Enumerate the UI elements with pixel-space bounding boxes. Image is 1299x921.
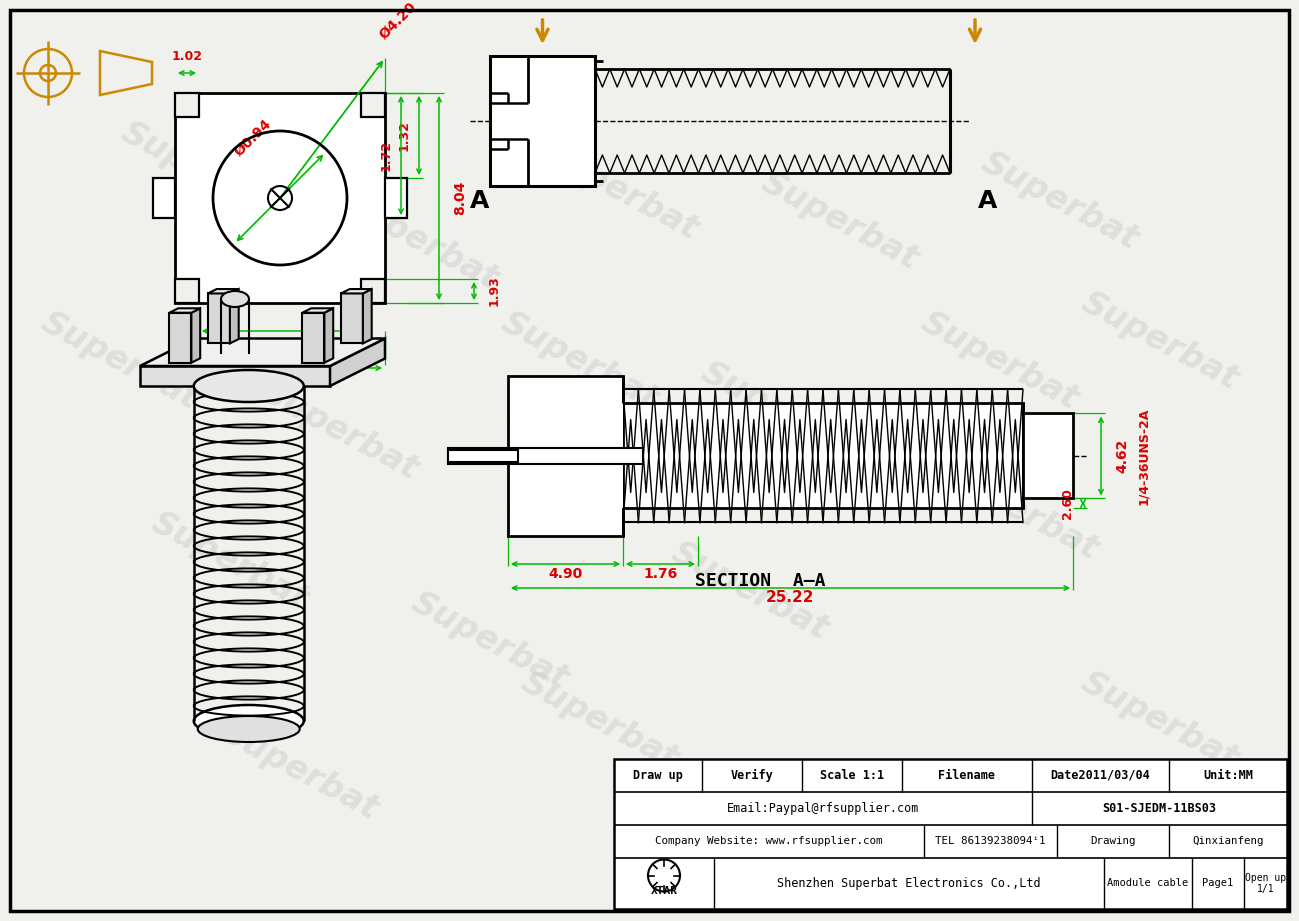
Text: 4.62: 4.62 <box>1115 438 1129 473</box>
Polygon shape <box>169 313 191 363</box>
Bar <box>175 93 199 117</box>
Text: 1.76: 1.76 <box>643 567 678 581</box>
Text: 1.93: 1.93 <box>488 275 501 307</box>
Text: 1.32: 1.32 <box>397 120 410 151</box>
Bar <box>361 93 385 117</box>
Text: Verify: Verify <box>730 769 773 782</box>
Text: Superbat: Superbat <box>145 506 314 616</box>
Bar <box>1024 414 1073 498</box>
Polygon shape <box>303 313 325 363</box>
Text: Filename: Filename <box>938 769 995 782</box>
Text: Superbat: Superbat <box>116 116 284 227</box>
Text: Superbat: Superbat <box>36 306 204 416</box>
Text: S01-SJEDM-11BS03: S01-SJEDM-11BS03 <box>1103 802 1216 815</box>
Bar <box>175 279 199 303</box>
Text: Scale 1:1: Scale 1:1 <box>820 769 885 782</box>
Polygon shape <box>340 289 372 294</box>
Text: Superbat: Superbat <box>216 716 385 826</box>
Polygon shape <box>303 309 334 313</box>
Text: Superbat: Superbat <box>756 166 924 276</box>
Text: 1.02: 1.02 <box>171 50 203 63</box>
Bar <box>448 448 643 464</box>
Polygon shape <box>140 366 330 386</box>
Text: 1.02: 1.02 <box>171 345 203 358</box>
Text: 2.60: 2.60 <box>1061 488 1074 519</box>
Text: XTAR: XTAR <box>651 887 678 896</box>
Ellipse shape <box>194 705 304 737</box>
Text: Qinxianfeng: Qinxianfeng <box>1192 836 1264 846</box>
Text: A: A <box>470 189 490 213</box>
Text: Superbat: Superbat <box>256 376 425 486</box>
Text: Superbat: Superbat <box>976 146 1144 256</box>
Text: Superbat: Superbat <box>1076 286 1244 396</box>
Text: Unit:MM: Unit:MM <box>1203 769 1254 782</box>
Bar <box>508 376 624 536</box>
Text: Ø0.94: Ø0.94 <box>231 116 274 158</box>
Text: Superbat: Superbat <box>336 186 504 297</box>
Text: Superbat: Superbat <box>1076 666 1244 776</box>
Text: Superbat: Superbat <box>916 306 1085 416</box>
Polygon shape <box>208 289 239 294</box>
Text: Drawing: Drawing <box>1090 836 1135 846</box>
Text: Page1: Page1 <box>1203 879 1234 889</box>
Text: Superbat: Superbat <box>935 456 1104 566</box>
Text: Superbat: Superbat <box>535 135 704 246</box>
Text: Open up
1/1: Open up 1/1 <box>1244 873 1286 894</box>
Polygon shape <box>362 289 372 344</box>
Text: A: A <box>978 189 998 213</box>
Polygon shape <box>325 309 334 363</box>
Text: Email:Paypal@rfsupplier.com: Email:Paypal@rfsupplier.com <box>727 802 920 815</box>
Text: Superbat: Superbat <box>696 356 864 466</box>
Text: 4.90: 4.90 <box>548 567 583 581</box>
Polygon shape <box>340 294 362 344</box>
Polygon shape <box>330 339 385 386</box>
Polygon shape <box>191 309 200 363</box>
Text: SECTION  A—A: SECTION A—A <box>695 572 825 590</box>
Text: Superbat: Superbat <box>496 306 664 416</box>
Text: 6.96: 6.96 <box>262 345 297 359</box>
Ellipse shape <box>194 370 304 402</box>
Text: Amodule cable: Amodule cable <box>1107 879 1189 889</box>
Bar <box>620 403 624 508</box>
Text: 25.22: 25.22 <box>766 590 814 605</box>
Text: Ø4.20: Ø4.20 <box>377 0 420 42</box>
Bar <box>153 178 175 218</box>
Bar <box>624 403 1024 508</box>
Text: Shenzhen Superbat Electronics Co.,Ltd: Shenzhen Superbat Electronics Co.,Ltd <box>777 877 1040 890</box>
Polygon shape <box>208 294 230 344</box>
Polygon shape <box>230 289 239 344</box>
Bar <box>448 450 518 462</box>
Polygon shape <box>169 309 200 313</box>
Bar <box>385 178 407 218</box>
Text: Superbat: Superbat <box>405 586 574 696</box>
Text: TEL 86139238094ⁱ1: TEL 86139238094ⁱ1 <box>935 836 1046 846</box>
Text: Superbat: Superbat <box>666 536 834 647</box>
Ellipse shape <box>197 716 300 742</box>
Text: Superbat: Superbat <box>516 666 685 776</box>
Text: Date2011/03/04: Date2011/03/04 <box>1051 769 1151 782</box>
Bar <box>490 56 595 186</box>
Text: 1.72: 1.72 <box>379 140 392 171</box>
Bar <box>614 759 1287 909</box>
Polygon shape <box>140 339 385 366</box>
Bar <box>361 279 385 303</box>
Bar <box>175 93 385 303</box>
Text: 1/4-36UNS-2A: 1/4-36UNS-2A <box>1137 407 1150 505</box>
Text: Company Website: www.rfsupplier.com: Company Website: www.rfsupplier.com <box>655 836 883 846</box>
Text: 8.04: 8.04 <box>453 181 468 216</box>
Text: Draw up: Draw up <box>633 769 683 782</box>
Ellipse shape <box>221 291 249 307</box>
Text: 9.00: 9.00 <box>262 381 297 395</box>
